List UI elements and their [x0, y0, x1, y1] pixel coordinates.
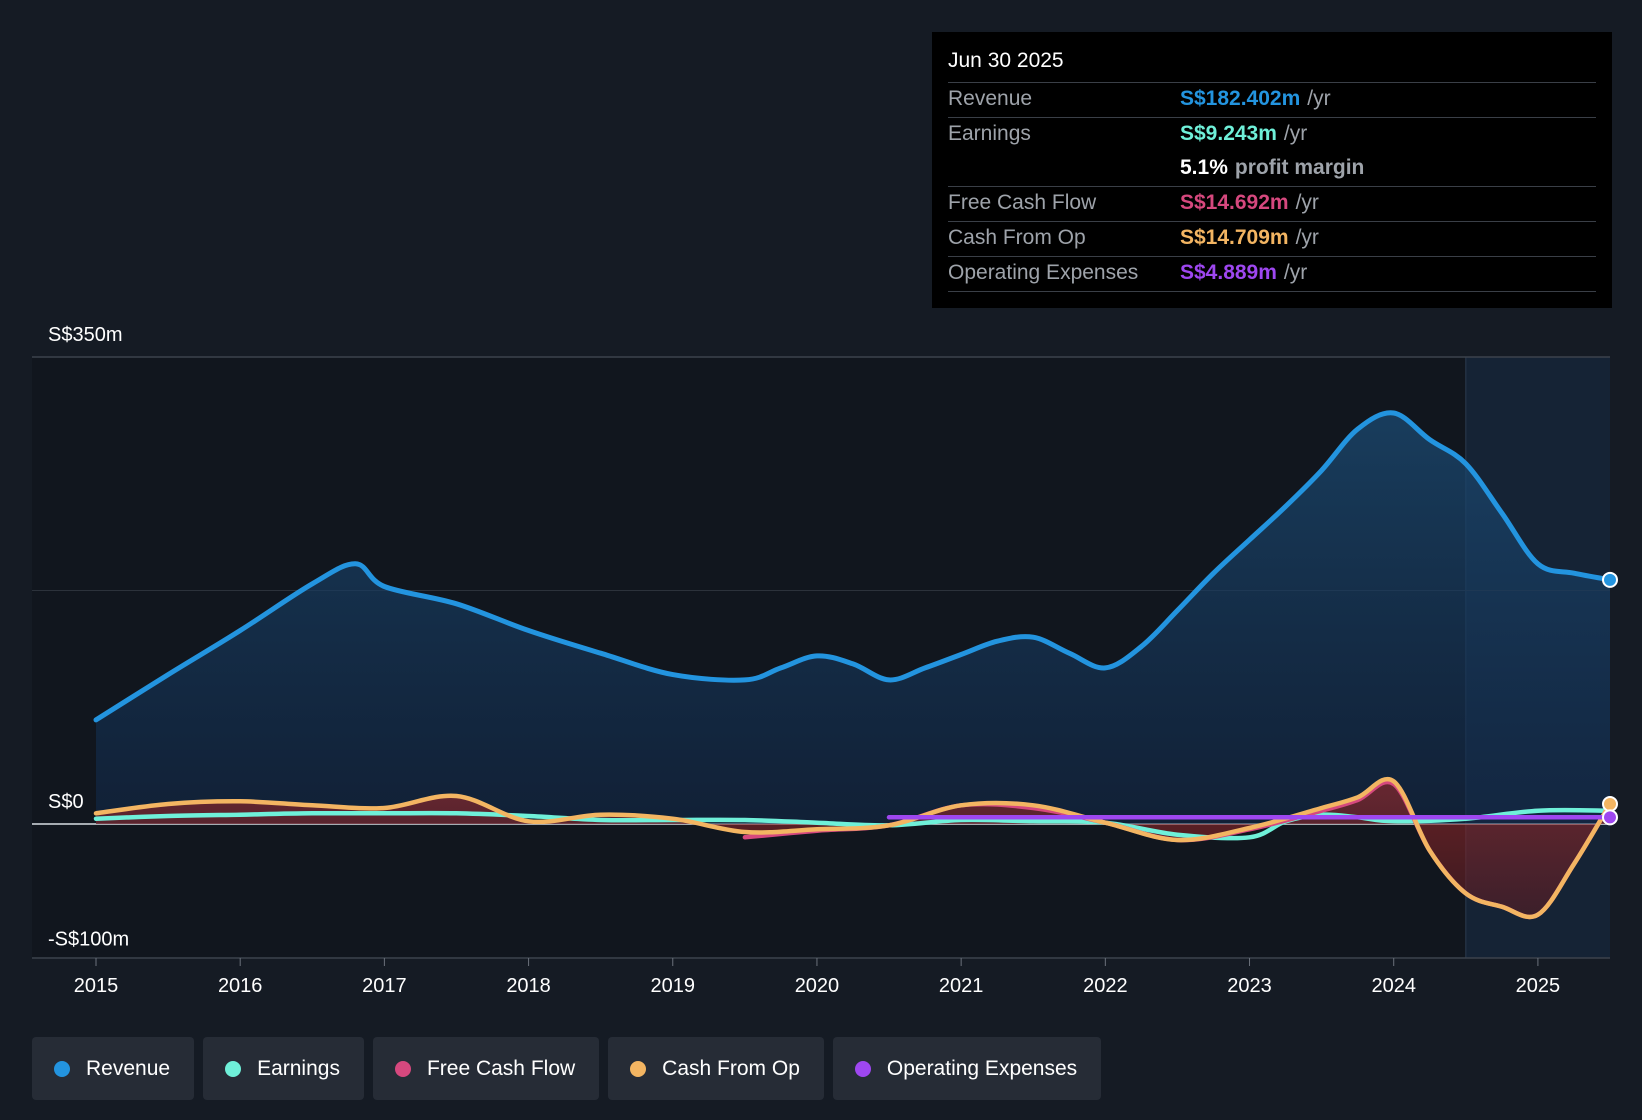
operating-expenses-end-marker	[1602, 809, 1618, 826]
tooltip-date: Jun 30 2025	[948, 46, 1596, 83]
legend-dot-icon	[630, 1060, 647, 1077]
cash-from-op-end-marker	[1602, 795, 1618, 812]
legend-item-cash-from-op[interactable]: Cash From Op	[608, 1037, 824, 1100]
tooltip-value: S$182.402m	[1180, 87, 1301, 110]
y-tick-label: S$0	[48, 791, 84, 813]
tooltip-row-profit-margin: 5.1% profit margin	[948, 152, 1596, 187]
x-tick-label: 2025	[1516, 975, 1561, 997]
legend-item-free-cash-flow[interactable]: Free Cash Flow	[372, 1037, 600, 1100]
tooltip-label: Earnings	[948, 122, 1031, 145]
tooltip-label: Revenue	[948, 87, 1033, 110]
x-tick-label: 2024	[1371, 975, 1416, 997]
tooltip-row-free-cash-flow: Free Cash Flow S$14.692m /yr	[948, 187, 1596, 222]
tooltip-unit: profit margin	[1234, 156, 1365, 179]
legend-item-operating-expenses[interactable]: Operating Expenses	[832, 1037, 1102, 1100]
x-tick-label: 2019	[651, 975, 696, 997]
legend-dot-icon	[54, 1060, 70, 1077]
legend-item-earnings[interactable]: Earnings	[203, 1037, 364, 1100]
x-tick-label: 2020	[795, 975, 840, 997]
x-tick-label: 2017	[362, 975, 407, 997]
tooltip-row-operating-expenses: Operating Expenses S$4.889m /yr	[948, 257, 1596, 292]
tooltip-value: S$9.243m	[1180, 122, 1277, 145]
revenue-end-marker	[1602, 571, 1618, 588]
tooltip-label: Cash From Op	[948, 226, 1086, 249]
tooltip-unit: /yr	[1283, 122, 1308, 145]
x-tick-label: 2016	[218, 975, 263, 997]
tooltip-label: Free Cash Flow	[948, 191, 1097, 214]
legend-label: Cash From Op	[662, 1056, 800, 1080]
tooltip-row-earnings: Earnings S$9.243m /yr	[948, 118, 1596, 152]
x-tick-label: 2021	[939, 975, 984, 997]
tooltip-unit: /yr	[1283, 261, 1308, 284]
tooltip-unit: /yr	[1307, 87, 1331, 110]
y-tick-label: S$350m	[48, 324, 123, 346]
tooltip-value: 5.1%	[1180, 156, 1228, 179]
legend: Revenue Earnings Free Cash Flow Cash Fro…	[32, 1037, 1102, 1100]
tooltip-unit: /yr	[1295, 191, 1319, 214]
tooltip-panel: Jun 30 2025 Revenue S$182.402m /yr Earni…	[932, 32, 1612, 308]
tooltip-row-cash-from-op: Cash From Op S$14.709m /yr	[948, 222, 1596, 257]
tooltip-value: S$4.889m	[1180, 261, 1277, 284]
legend-dot-icon	[394, 1060, 411, 1077]
x-tick-label: 2022	[1083, 975, 1128, 997]
tooltip-label	[948, 152, 1180, 186]
tooltip-value: S$14.692m	[1180, 191, 1289, 214]
x-tick-label: 2015	[74, 975, 119, 997]
cash-from-op-line	[93, 777, 1613, 920]
tooltip-label: Operating Expenses	[948, 261, 1139, 284]
legend-label: Earnings	[257, 1056, 340, 1080]
legend-label: Revenue	[86, 1056, 171, 1080]
legend-label: Free Cash Flow	[426, 1056, 576, 1080]
x-tick-label: 2023	[1227, 975, 1272, 997]
tooltip-row-revenue: Revenue S$182.402m /yr	[948, 83, 1596, 118]
revenue-line	[93, 410, 1613, 723]
tooltip-unit: /yr	[1295, 226, 1319, 249]
revenue-area	[96, 412, 1610, 824]
legend-dot-icon	[225, 1060, 242, 1077]
y-tick-label: -S$100m	[48, 928, 129, 950]
legend-item-revenue[interactable]: Revenue	[32, 1037, 195, 1100]
x-tick-label: 2018	[506, 975, 551, 997]
tooltip-value: S$14.709m	[1180, 226, 1289, 249]
legend-dot-icon	[854, 1060, 871, 1077]
legend-label: Operating Expenses	[886, 1056, 1078, 1080]
